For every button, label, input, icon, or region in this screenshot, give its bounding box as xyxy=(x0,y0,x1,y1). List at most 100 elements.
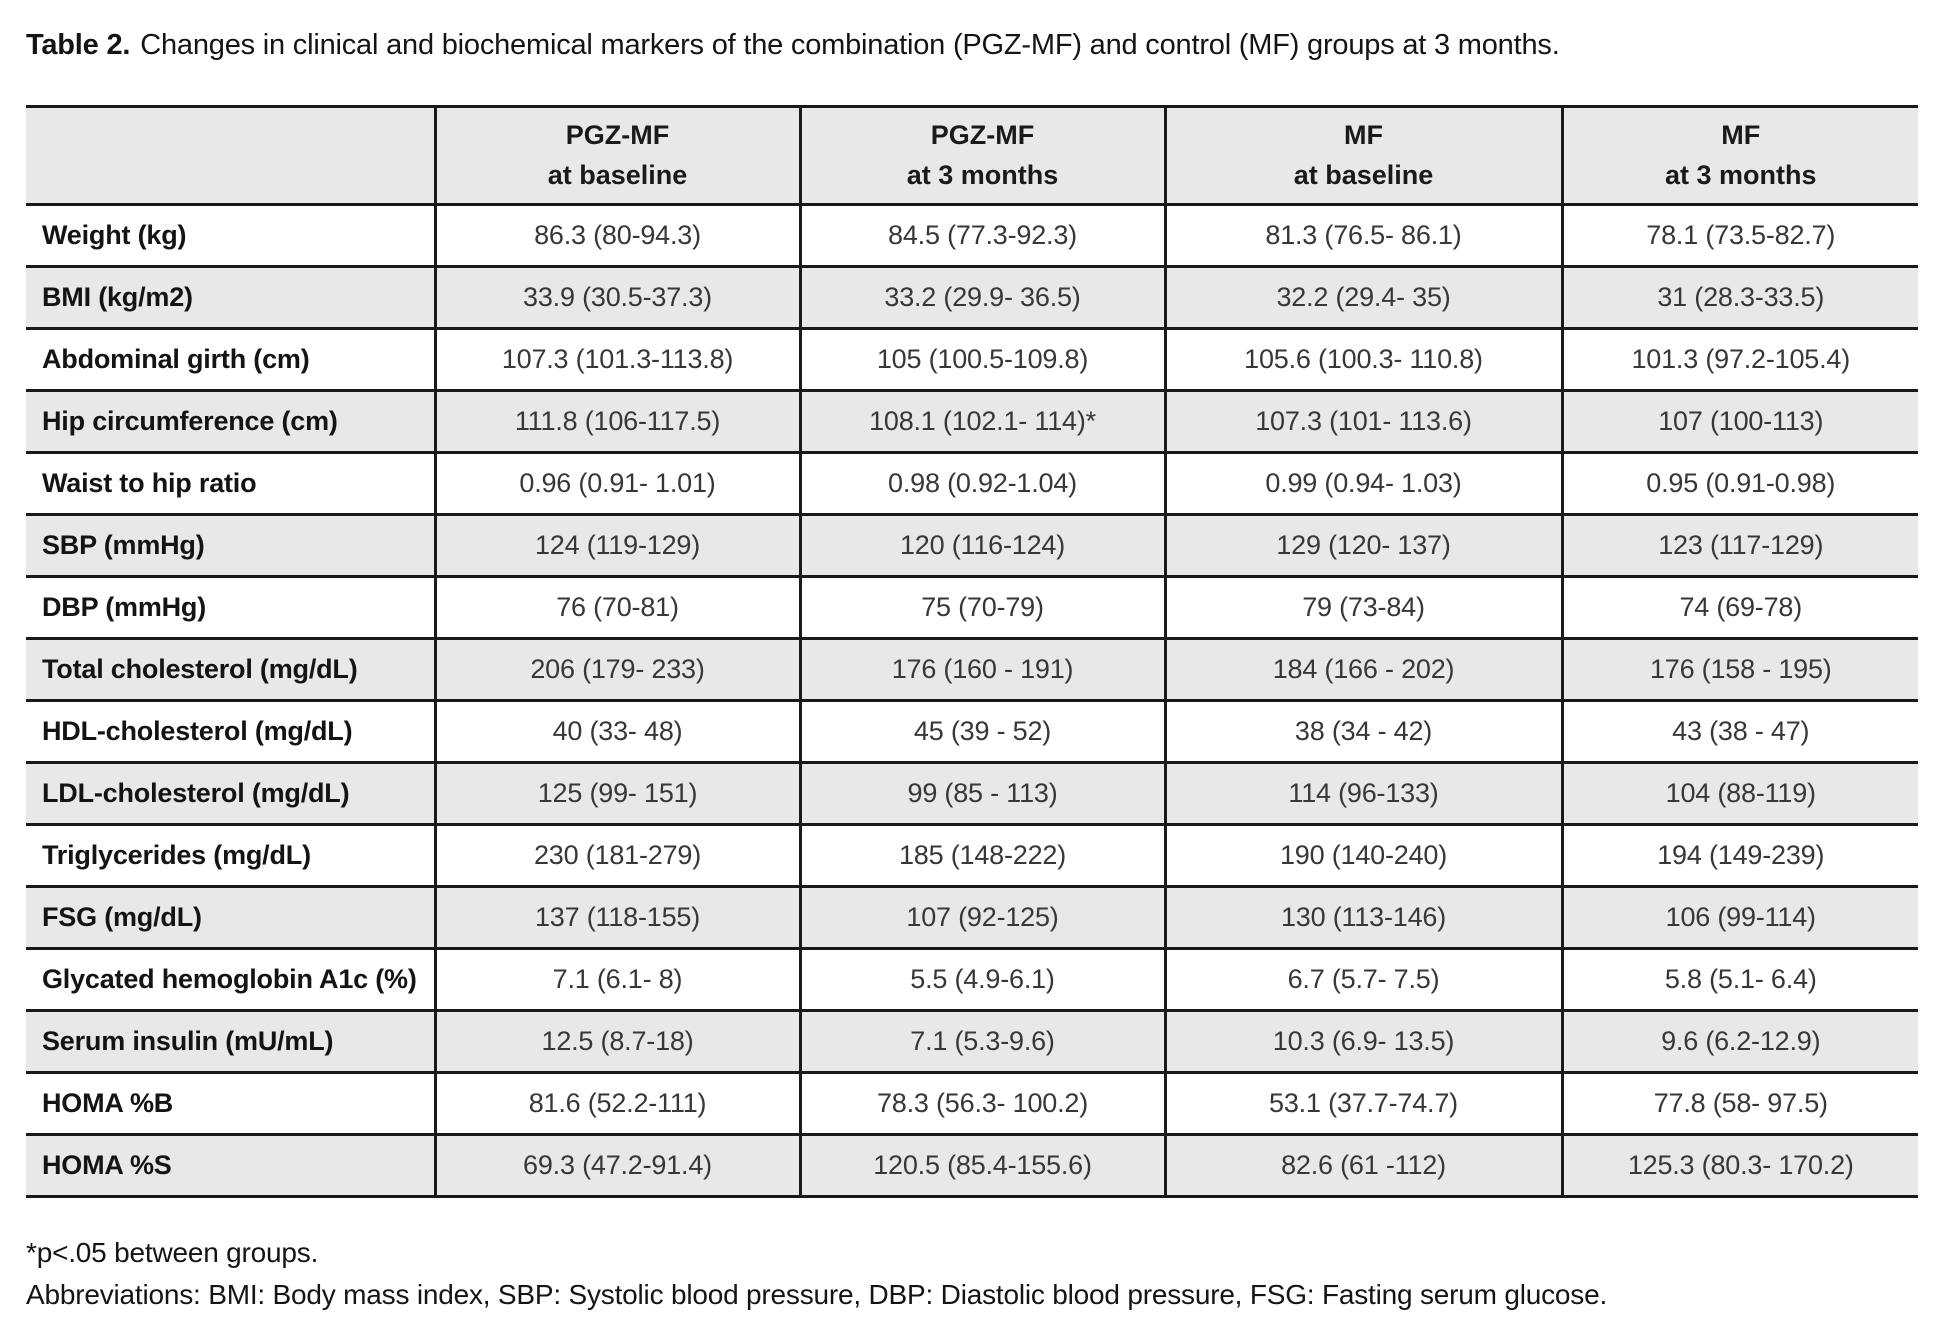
column-header: PGZ-MF at 3 months xyxy=(798,106,1165,206)
value-cell: 75 (70-79) xyxy=(798,576,1165,639)
value-cell: 124 (119-129) xyxy=(433,514,800,577)
value-cell: 7.1 (5.3-9.6) xyxy=(798,1010,1165,1073)
value-cell: 86.3 (80-94.3) xyxy=(433,204,800,267)
value-cell: 106 (99-114) xyxy=(1560,886,1918,949)
value-cell: 40 (33- 48) xyxy=(433,700,800,763)
table-row: Triglycerides (mg/dL) 230 (181-279) 185 (1… xyxy=(26,824,1918,887)
row-label: Abdominal girth (cm) xyxy=(42,343,310,374)
table-row: Glycated hemoglobin A1c (%) 7.1 (6.1- 8) 5… xyxy=(26,948,1918,1011)
value-cell: 107.3 (101.3-113.8) xyxy=(433,328,800,391)
value-cell: 9.6 (6.2-12.9) xyxy=(1560,1010,1918,1073)
table-row: Weight (kg) 86.3 (80-94.3) 84.5 (77.3-92.3… xyxy=(26,204,1918,267)
value-cell: 101.3 (97.2-105.4) xyxy=(1560,328,1918,391)
table-row: LDL-cholesterol (mg/dL) 125 (99- 151) 99 (… xyxy=(26,762,1918,825)
value-cell: 33.9 (30.5-37.3) xyxy=(433,266,800,329)
row-label: FSG (mg/dL) xyxy=(26,886,435,949)
table-row: BMI (kg/m2) 33.9 (30.5-37.3) 33.2 (29.9- 3… xyxy=(26,266,1918,329)
table-row: Abdominal girth (cm) 107.3 (101.3-113.8) 1… xyxy=(26,328,1918,391)
row-label: Total cholesterol (mg/dL) xyxy=(26,638,435,701)
value-cell: 125.3 (80.3- 170.2) xyxy=(1560,1134,1918,1197)
row-label: Hip circumference (cm) xyxy=(26,390,435,453)
value-cell: 105.6 (100.3- 110.8) xyxy=(1163,328,1562,391)
table-row: Total cholesterol (mg/dL) 206 (179- 233) 1… xyxy=(26,638,1918,701)
column-header-timepoint: at baseline xyxy=(547,160,688,191)
value-cell: 31 (28.3-33.5) xyxy=(1560,266,1918,329)
column-header-group: MF xyxy=(1344,119,1383,150)
value-cell: 33.2 (29.9- 36.5) xyxy=(798,266,1165,329)
table-footnotes: *p<.05 between groups. Abbreviations: BM… xyxy=(26,1232,1920,1316)
row-label: LDL-cholesterol (mg/dL) xyxy=(26,762,435,825)
value-cell: 7.1 (6.1- 8) xyxy=(433,948,800,1011)
significance-footnote: *p<.05 between groups. xyxy=(26,1236,319,1268)
row-label: Glycated hemoglobin A1c (%) xyxy=(42,963,417,994)
row-label: Weight (kg) xyxy=(42,219,187,250)
value-cell: 45 (39 - 52) xyxy=(798,700,1165,763)
row-label: SBP (mmHg) xyxy=(26,514,435,577)
row-label: DBP (mmHg) xyxy=(42,591,207,622)
value-cell: 120 (116-124) xyxy=(798,514,1165,577)
value-cell: 107 (92-125) xyxy=(798,886,1165,949)
column-header-group: MF xyxy=(1721,119,1761,150)
value-cell: 130 (113-146) xyxy=(1163,886,1562,949)
table-row: FSG (mg/dL) 137 (118-155) 107 (92-125) 130 … xyxy=(26,886,1918,949)
value-cell: 84.5 (77.3-92.3) xyxy=(798,204,1165,267)
table-row: HOMA %S 69.3 (47.2-91.4) 120.5 (85.4-155.6… xyxy=(26,1134,1918,1197)
row-label: HOMA %B xyxy=(42,1087,174,1118)
value-cell: 194 (149-239) xyxy=(1560,824,1918,887)
value-cell: 190 (140-240) xyxy=(1163,824,1562,887)
value-cell: 53.1 (37.7-74.7) xyxy=(1163,1072,1562,1135)
value-cell: 99 (85 - 113) xyxy=(798,762,1165,825)
value-cell: 12.5 (8.7-18) xyxy=(433,1010,800,1073)
table-row: Hip circumference (cm) 111.8 (106-117.5) 1… xyxy=(26,390,1918,453)
value-cell: 78.1 (73.5-82.7) xyxy=(1560,204,1918,267)
corner-cell xyxy=(26,106,435,206)
table-caption-number: Table 2. xyxy=(26,29,131,61)
table-row: HOMA %B 81.6 (52.2-111) 78.3 (56.3- 100.2)… xyxy=(26,1072,1918,1135)
value-cell: 125 (99- 151) xyxy=(433,762,800,825)
value-cell: 107.3 (101- 113.6) xyxy=(1163,390,1562,453)
row-label: HDL-cholesterol (mg/dL) xyxy=(42,715,353,746)
value-cell: 5.5 (4.9-6.1) xyxy=(798,948,1165,1011)
value-cell: 129 (120- 137) xyxy=(1163,514,1562,577)
table-caption: Table 2. Changes in clinical and biochemi… xyxy=(26,28,1920,63)
value-cell: 0.95 (0.91-0.98) xyxy=(1560,452,1918,515)
value-cell: 77.8 (58- 97.5) xyxy=(1560,1072,1918,1135)
value-cell: 82.6 (61 -112) xyxy=(1163,1134,1562,1197)
row-label: HOMA %S xyxy=(26,1134,435,1197)
abbreviations-footnote: Abbreviations: BMI: Body mass index, SBP… xyxy=(26,1278,1608,1310)
row-label: Waist to hip ratio xyxy=(42,467,257,498)
value-cell: 123 (117-129) xyxy=(1560,514,1918,577)
value-cell: 107 (100-113) xyxy=(1560,390,1918,453)
value-cell: 69.3 (47.2-91.4) xyxy=(433,1134,800,1197)
value-cell: 185 (148-222) xyxy=(798,824,1165,887)
value-cell: 114 (96-133) xyxy=(1163,762,1562,825)
column-header: PGZ-MF at baseline xyxy=(433,106,800,206)
value-cell: 74 (69-78) xyxy=(1560,576,1918,639)
value-cell: 176 (158 - 195) xyxy=(1560,638,1918,701)
table-row: DBP (mmHg) 76 (70-81) 75 (70-79) 79 (73-84)… xyxy=(26,576,1918,639)
value-cell: 32.2 (29.4- 35) xyxy=(1163,266,1562,329)
column-header: MF at baseline xyxy=(1163,106,1562,206)
row-label: Serum insulin (mU/mL) xyxy=(26,1010,435,1073)
table-row: SBP (mmHg) 124 (119-129) 120 (116-124) 129 … xyxy=(26,514,1918,577)
value-cell: 81.3 (76.5- 86.1) xyxy=(1163,204,1562,267)
column-header-timepoint: at 3 months xyxy=(1664,160,1817,191)
column-header-timepoint: at 3 months xyxy=(906,160,1059,191)
value-cell: 0.96 (0.91- 1.01) xyxy=(433,452,800,515)
value-cell: 5.8 (5.1- 6.4) xyxy=(1560,948,1918,1011)
column-header-group: PGZ-MF xyxy=(565,119,670,150)
header-row: PGZ-MF at baseline PGZ-MF at 3 months MF at b… xyxy=(26,106,1918,206)
table-row: Serum insulin (mU/mL) 12.5 (8.7-18) 7.1 (5… xyxy=(26,1010,1918,1073)
value-cell: 105 (100.5-109.8) xyxy=(798,328,1165,391)
value-cell: 120.5 (85.4-155.6) xyxy=(798,1134,1165,1197)
row-label: BMI (kg/m2) xyxy=(26,266,435,329)
value-cell: 176 (160 - 191) xyxy=(798,638,1165,701)
column-header-group: PGZ-MF xyxy=(930,119,1035,150)
column-header: MF at 3 months xyxy=(1560,106,1918,206)
table-row: Waist to hip ratio 0.96 (0.91- 1.01) 0.98 … xyxy=(26,452,1918,515)
value-cell: 206 (179- 233) xyxy=(433,638,800,701)
value-cell: 78.3 (56.3- 100.2) xyxy=(798,1072,1165,1135)
table-body: Weight (kg) 86.3 (80-94.3) 84.5 (77.3-92.3… xyxy=(26,204,1918,1197)
value-cell: 10.3 (6.9- 13.5) xyxy=(1163,1010,1562,1073)
